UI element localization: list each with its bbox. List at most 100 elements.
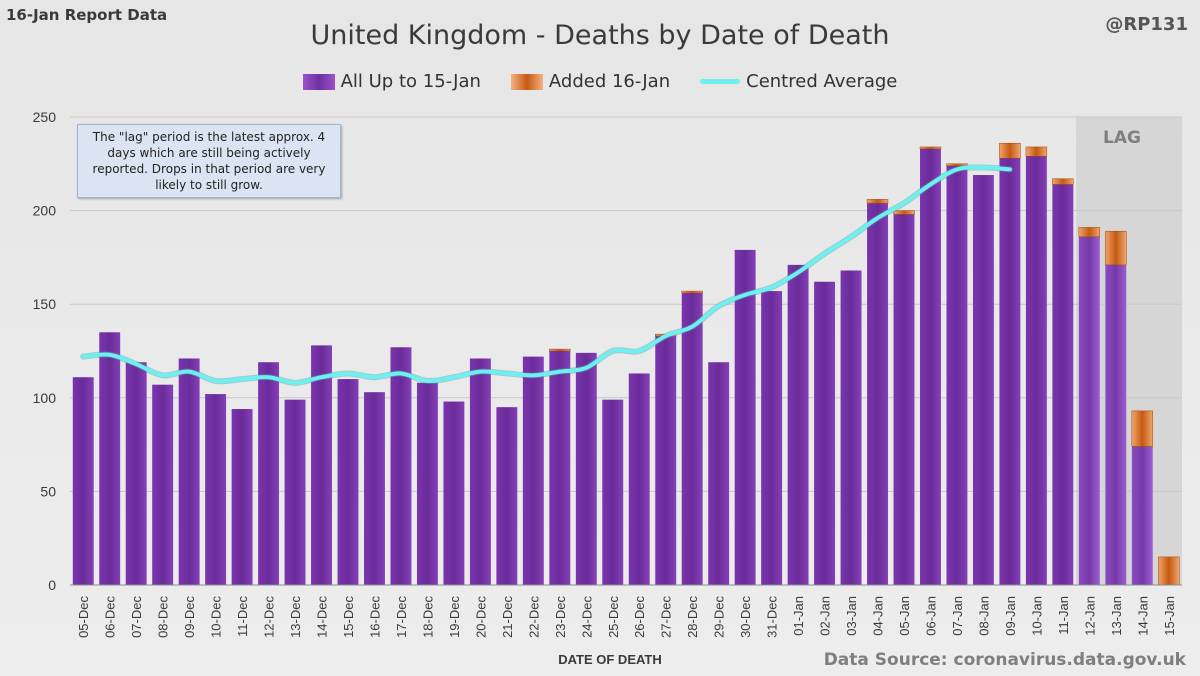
x-tick-label: 16-Dec — [367, 596, 382, 638]
bar-base[interactable] — [443, 401, 465, 585]
bar-added[interactable] — [549, 348, 571, 352]
bar-added[interactable] — [1052, 178, 1074, 185]
bar-base[interactable] — [152, 384, 174, 585]
bar-base[interactable] — [311, 345, 332, 585]
bar-base[interactable] — [178, 358, 200, 585]
x-tick-label: 25-Dec — [606, 596, 621, 638]
x-tick-label: 26-Dec — [632, 596, 647, 638]
y-tick-label: 50 — [40, 483, 56, 499]
bar-added[interactable] — [1078, 227, 1101, 238]
legend-label-average: Centred Average — [746, 71, 898, 92]
bar-base[interactable] — [205, 394, 227, 585]
x-tick-label: 31-Dec — [765, 596, 780, 638]
x-tick-label: 02-Jan — [818, 596, 833, 636]
bar-added[interactable] — [999, 142, 1021, 159]
x-tick-label: 15-Dec — [341, 596, 356, 638]
x-tick-label: 13-Dec — [288, 596, 303, 638]
x-tick-label: 07-Dec — [129, 596, 144, 638]
x-tick-label: 27-Dec — [659, 596, 674, 638]
bar-added[interactable] — [1158, 556, 1180, 586]
bar-added[interactable] — [1131, 410, 1153, 447]
bar-base[interactable] — [284, 399, 306, 585]
bar-base[interactable] — [946, 165, 968, 585]
y-tick-label: 250 — [33, 109, 57, 125]
bar-added[interactable] — [1025, 146, 1048, 157]
legend-swatch-added — [510, 73, 543, 90]
x-tick-label: 22-Dec — [526, 596, 541, 638]
bar-base[interactable] — [416, 382, 438, 585]
bar-base[interactable] — [1025, 156, 1047, 585]
bar-base[interactable] — [972, 175, 994, 586]
legend-swatch-base — [302, 73, 335, 90]
x-tick-label: 21-Dec — [500, 596, 515, 638]
lag-note-box: The "lag" period is the latest approx. 4… — [77, 124, 341, 198]
bar-base[interactable] — [1131, 446, 1153, 585]
bar-base[interactable] — [1052, 184, 1074, 585]
x-tick-label: 05-Jan — [897, 596, 912, 636]
bar-base[interactable] — [814, 281, 836, 585]
bar-added[interactable] — [946, 163, 968, 166]
bar-added[interactable] — [681, 290, 703, 294]
x-tick-label: 29-Dec — [712, 596, 727, 638]
bar-base[interactable] — [1105, 264, 1127, 585]
legend-item-base[interactable]: All Up to 15-Jan — [302, 71, 481, 92]
bar-added[interactable] — [919, 146, 942, 150]
bar-base[interactable] — [258, 362, 280, 585]
x-tick-label: 06-Dec — [103, 596, 118, 638]
bar-base[interactable] — [469, 358, 491, 585]
x-tick-label: 11-Dec — [235, 596, 250, 637]
bar-base[interactable] — [575, 352, 597, 585]
bar-base[interactable] — [681, 292, 703, 585]
legend: All Up to 15-Jan Added 16-Jan Centred Av… — [0, 71, 1200, 92]
x-tick-label: 08-Dec — [156, 596, 171, 638]
bar-base[interactable] — [522, 356, 544, 585]
chart-title: United Kingdom - Deaths by Date of Death — [310, 20, 890, 51]
bar-added[interactable] — [866, 199, 889, 204]
legend-label-base: All Up to 15-Jan — [340, 71, 481, 92]
bar-base[interactable] — [920, 148, 941, 585]
bar-base[interactable] — [72, 377, 94, 585]
bar-base[interactable] — [708, 362, 730, 585]
bar-base[interactable] — [390, 347, 412, 585]
bar-base[interactable] — [734, 249, 756, 586]
bar-base[interactable] — [787, 264, 809, 585]
y-tick-label: 150 — [33, 296, 57, 312]
legend-item-added[interactable]: Added 16-Jan — [510, 71, 671, 92]
report-date-label: 16-Jan Report Data — [6, 6, 168, 24]
bar-base[interactable] — [99, 332, 121, 585]
x-tick-label: 11-Jan — [1056, 596, 1071, 635]
bar-added[interactable] — [1105, 230, 1127, 266]
bar-base[interactable] — [840, 270, 862, 585]
bar-base[interactable] — [655, 336, 677, 585]
x-tick-label: 09-Jan — [1003, 596, 1018, 636]
legend-label-added: Added 16-Jan — [548, 71, 671, 92]
legend-swatch-average — [700, 79, 741, 84]
author-handle: @RP131 — [1105, 14, 1188, 35]
x-tick-label: 12-Dec — [262, 596, 277, 638]
bar-base[interactable] — [496, 407, 518, 585]
x-tick-label: 15-Jan — [1162, 596, 1177, 636]
bar-base[interactable] — [231, 409, 253, 585]
bar-base[interactable] — [337, 379, 359, 585]
bar-base[interactable] — [761, 291, 783, 585]
bar-base[interactable] — [364, 392, 385, 585]
x-tick-label: 08-Jan — [976, 596, 991, 636]
x-tick-label: 14-Jan — [1135, 596, 1150, 636]
x-tick-label: 06-Jan — [923, 596, 938, 636]
bar-base[interactable] — [999, 158, 1021, 585]
x-tick-label: 17-Dec — [394, 596, 409, 638]
legend-item-average[interactable]: Centred Average — [700, 71, 897, 92]
bar-base[interactable] — [628, 373, 650, 585]
bar-added[interactable] — [893, 210, 915, 215]
bar-base[interactable] — [1078, 236, 1100, 586]
x-tick-label: 13-Jan — [1109, 596, 1124, 636]
x-tick-label: 09-Dec — [182, 596, 197, 638]
bar-base[interactable] — [125, 362, 147, 585]
bar-base[interactable] — [867, 203, 888, 585]
bar-base[interactable] — [549, 351, 571, 585]
average-line[interactable] — [81, 165, 1012, 385]
y-tick-label: 0 — [48, 577, 56, 593]
bar-base[interactable] — [893, 214, 915, 585]
bar-base[interactable] — [602, 399, 624, 585]
